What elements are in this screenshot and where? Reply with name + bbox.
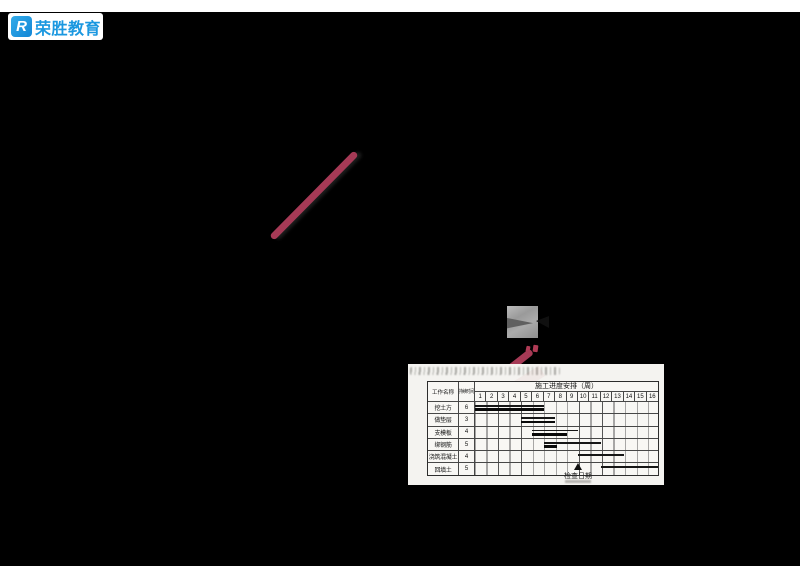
planned-bar: [577, 454, 624, 456]
week-header: 5: [521, 392, 533, 401]
faint-smudge: [565, 480, 591, 483]
gantt-row: 挖土方 6: [428, 402, 658, 415]
gantt-row: 支模板 4: [428, 426, 658, 439]
logo: R 荣胜教育: [8, 13, 103, 40]
logo-text: 荣胜教育: [35, 20, 102, 38]
logo-icon: R: [11, 16, 32, 37]
actual-bar: [520, 420, 556, 424]
blurry-gray-image: [507, 306, 538, 338]
black-arrow-icon: [536, 316, 549, 328]
week-header: 6: [532, 392, 544, 401]
activity-name: 做垫层: [428, 414, 459, 426]
gantt-row: 浇筑混凝土 4: [428, 451, 658, 464]
gantt-week-numbers: 1 2 3 4 5 6 7 8 9 10 11 12 13 14 15 16: [475, 392, 658, 402]
week-header: 13: [612, 392, 624, 401]
activity-name: 绑钢筋: [428, 438, 459, 451]
activity-duration: 6: [459, 402, 475, 414]
activity-duration: 3: [459, 414, 475, 426]
activity-duration: 4: [459, 451, 475, 463]
activity-timeline: [475, 414, 658, 426]
col-header-work-name: 工作名称: [428, 382, 459, 402]
red-highlight-stroke: [269, 150, 359, 241]
actual-bar: [475, 408, 544, 411]
week-header: 15: [635, 392, 647, 401]
week-header: 3: [498, 392, 510, 401]
gantt-row: 回填土 5: [428, 463, 658, 475]
actual-bar: [532, 432, 567, 436]
gantt-header: 工作名称 持续时间 施工进度安排（周） 1 2 3 4 5 6 7 8 9 10 11 12 13 14 1…: [428, 382, 658, 402]
planned-bar: [520, 417, 556, 420]
col-header-duration-text: 持续时间: [459, 389, 474, 395]
week-header: 2: [486, 392, 498, 401]
activity-duration: 5: [459, 463, 475, 475]
week-header: 8: [555, 392, 567, 401]
week-header: 12: [601, 392, 613, 401]
activity-timeline: [475, 438, 658, 451]
week-header: 14: [624, 392, 636, 401]
week-header: 9: [567, 392, 578, 401]
gantt-body: 挖土方 6 做垫层 3 支模板 4 绑钢筋 5 浇筑混凝土 4 回填土 5: [428, 402, 658, 475]
red-annotation-mark: [532, 344, 539, 353]
planned-bar: [532, 429, 578, 432]
gantt-table: 工作名称 持续时间 施工进度安排（周） 1 2 3 4 5 6 7 8 9 10 11 12 13 14 1…: [427, 381, 659, 476]
week-header: 16: [648, 394, 656, 400]
week-header: 1: [475, 392, 487, 401]
activity-duration: 5: [459, 438, 475, 451]
gantt-row: 做垫层 3: [428, 414, 658, 427]
check-date-marker-icon: [574, 463, 582, 470]
activity-duration: 4: [459, 426, 475, 438]
activity-name: 挖土方: [428, 402, 459, 414]
planned-bar: [475, 405, 544, 407]
gantt-panel: 工作名称 持续时间 施工进度安排（周） 1 2 3 4 5 6 7 8 9 10 11 12 13 14 1…: [408, 364, 664, 485]
week-header: 10: [578, 392, 590, 401]
planned-bar: [600, 466, 658, 469]
activity-name: 支模板: [428, 426, 459, 438]
planned-bar: [543, 441, 601, 444]
week-header: 4: [509, 392, 521, 401]
activity-timeline: [475, 463, 658, 475]
activity-timeline: [475, 451, 658, 463]
gantt-title: 施工进度安排（周）: [475, 382, 658, 392]
week-header: 11: [589, 392, 601, 401]
activity-timeline: [475, 426, 658, 438]
col-header-duration: 持续时间: [459, 382, 475, 402]
week-header: 7: [544, 392, 556, 401]
gray-wedge-shape: [507, 317, 533, 329]
activity-name: 浇筑混凝土: [428, 451, 459, 463]
actual-bar: [543, 445, 558, 448]
faint-scribble-text: [410, 367, 560, 375]
activity-name: 回填土: [428, 463, 459, 475]
top-white-strip: [0, 0, 800, 12]
gantt-row: 绑钢筋 5: [428, 438, 658, 452]
activity-timeline: [475, 402, 658, 414]
check-date-label: 检查日期: [564, 473, 592, 480]
